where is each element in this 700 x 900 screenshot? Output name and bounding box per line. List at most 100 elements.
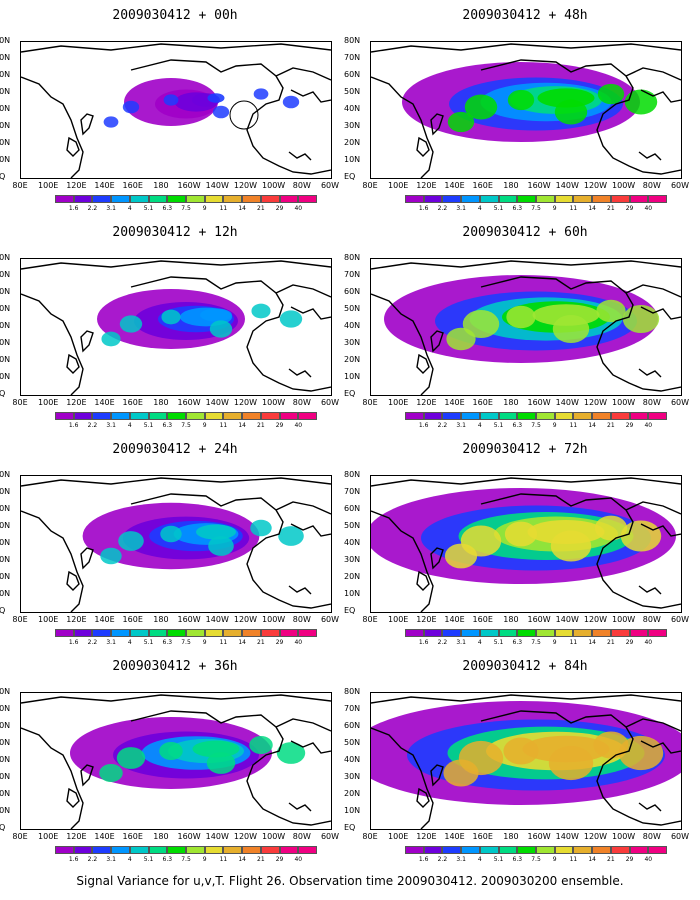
colorbar-swatch xyxy=(517,629,536,637)
y-tick-label: 10N xyxy=(0,155,11,164)
x-tick-label: 80E xyxy=(12,398,28,407)
variance-contour xyxy=(207,93,225,103)
y-tick-label: 20N xyxy=(344,572,361,581)
y-tick-label: EQ xyxy=(344,606,356,615)
x-tick-label: 60W xyxy=(320,832,340,841)
x-tick-label: 160W xyxy=(177,181,201,190)
colorbar-level-label: 5.1 xyxy=(493,422,504,429)
y-tick-label: 30N xyxy=(344,555,361,564)
colorbar-level-label: 1.6 xyxy=(68,205,79,212)
y-tick-label: 60N xyxy=(0,70,11,79)
colorbar-level-label: 40 xyxy=(644,856,653,863)
map-plot xyxy=(21,260,331,395)
x-tick-label: 160W xyxy=(527,398,551,407)
x-tick-label: 160W xyxy=(527,615,551,624)
y-axis-labels: EQ 10N 20N 30N 40N 50N 60N 70N 80N xyxy=(0,36,16,182)
colorbar-swatch xyxy=(461,195,480,203)
y-tick-label: 80N xyxy=(0,687,11,696)
variance-maximum xyxy=(103,116,119,128)
variance-maximum xyxy=(118,531,144,551)
variance-maximum xyxy=(622,304,660,334)
colorbar-level-label: 3.1 xyxy=(456,856,466,863)
colorbar-level-label: 2.2 xyxy=(87,205,98,212)
variance-maximum xyxy=(251,303,271,319)
y-tick-label: 40N xyxy=(344,321,361,330)
colorbar-level-label: 6.3 xyxy=(512,422,523,429)
y-tick-label: 70N xyxy=(0,704,11,713)
variance-maximum xyxy=(620,520,662,552)
y-tick-label: 40N xyxy=(0,104,11,113)
y-axis-labels: EQ 10N 20N 30N 40N 50N 60N 70N 80N xyxy=(344,253,366,399)
coastline xyxy=(275,284,331,298)
colorbar-swatch xyxy=(111,846,130,854)
y-axis-labels: EQ 10N 20N 30N 40N 50N 60N 70N 80N xyxy=(0,687,16,833)
y-axis-labels: EQ 10N 20N 30N 40N 50N 60N 70N 80N xyxy=(0,253,16,399)
y-tick-label: 70N xyxy=(344,53,361,62)
variance-maximum xyxy=(444,543,478,569)
y-tick-label: 60N xyxy=(0,504,11,513)
colorbar-level-label: 7.5 xyxy=(181,422,191,429)
colorbar-swatch xyxy=(461,846,480,854)
colorbar-level-label: 1.6 xyxy=(418,422,429,429)
panel-title: 2009030412 + 48h xyxy=(462,8,588,23)
coastline xyxy=(371,510,434,612)
colorbar-swatch xyxy=(610,846,630,854)
colorbar-swatch xyxy=(279,846,299,854)
x-tick-label: 160W xyxy=(177,398,201,407)
coastline xyxy=(638,585,662,595)
coastline xyxy=(21,293,84,395)
colorbar-level-label: 21 xyxy=(607,639,615,646)
y-axis-labels: EQ 10N 20N 30N 40N 50N 60N 70N 80N xyxy=(344,36,366,182)
colorbar-level-label: 4 xyxy=(477,422,482,429)
colorbar-level-label: 40 xyxy=(644,422,653,429)
variance-maximum xyxy=(506,305,536,329)
coastline xyxy=(21,260,331,270)
x-tick-label: 120W xyxy=(233,398,258,407)
colorbar-level-label: 40 xyxy=(644,205,653,212)
colorbar-level-label: 7.5 xyxy=(181,639,191,646)
coastline xyxy=(21,43,331,53)
y-tick-label: 30N xyxy=(344,121,361,130)
coastline xyxy=(288,802,312,812)
variance-maximum xyxy=(249,735,273,755)
x-tick-label: 120E xyxy=(416,181,437,190)
y-tick-label: EQ xyxy=(344,823,356,832)
x-tick-label: 60W xyxy=(320,398,340,407)
colorbar-level-label: 6.3 xyxy=(512,205,523,212)
y-tick-label: 20N xyxy=(0,572,11,581)
colorbar-level-label: 3.1 xyxy=(106,639,116,646)
panel-60h: 2009030412 + 60h EQ 10N 20N 30N 40N 50N 60N 70N 8… xyxy=(344,217,700,437)
colorbar-level-label: 4 xyxy=(127,639,132,646)
colorbar-swatch xyxy=(148,846,168,854)
colorbar-swatch xyxy=(92,846,112,854)
colorbar-swatch xyxy=(536,629,555,637)
colorbar-level-label: 7.5 xyxy=(531,205,541,212)
x-tick-label: 100E xyxy=(388,398,409,407)
colorbar-swatch xyxy=(129,412,149,420)
colorbar-swatch xyxy=(554,412,574,420)
x-axis-labels: 80E 100E 120E 140E 160E 180 160W 140W 120W 100W 80… xyxy=(362,615,689,625)
colorbar-swatch xyxy=(592,195,611,203)
x-tick-label: 140E xyxy=(444,615,465,624)
colorbar-swatch xyxy=(498,412,518,420)
colorbar-swatch xyxy=(423,195,443,203)
colorbar-level-label: 4 xyxy=(127,422,132,429)
y-tick-label: 80N xyxy=(344,36,361,45)
colorbar-level-label: 29 xyxy=(625,639,634,646)
coastline xyxy=(371,727,434,829)
colorbar-level-label: 40 xyxy=(294,639,303,646)
colorbar-level-label: 11 xyxy=(569,205,578,212)
variance-maximum xyxy=(208,536,234,556)
coastline xyxy=(430,113,444,136)
y-tick-label: 80N xyxy=(0,36,11,45)
colorbar-swatch xyxy=(73,846,93,854)
colorbar-level-label: 4 xyxy=(477,639,482,646)
variance-maximum xyxy=(618,735,664,771)
y-tick-label: 60N xyxy=(344,504,361,513)
variance-maximum xyxy=(552,314,590,344)
y-tick-label: 30N xyxy=(0,772,11,781)
map-plot xyxy=(21,43,331,178)
variance-maximum xyxy=(279,310,303,328)
y-tick-label: 50N xyxy=(0,521,11,530)
colorbar-level-label: 7.5 xyxy=(531,856,541,863)
